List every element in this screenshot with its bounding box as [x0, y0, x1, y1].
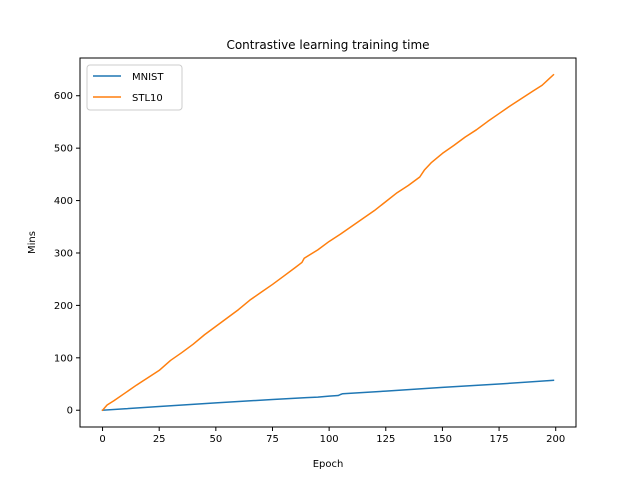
chart-title: Contrastive learning training time: [226, 38, 429, 52]
y-tick-label: 300: [54, 248, 73, 259]
y-tick-label: 200: [54, 301, 73, 312]
x-tick-label: 25: [153, 434, 166, 445]
y-axis-ticks: 0 100 200 300 400 500 600: [54, 91, 80, 417]
x-tick-label: 150: [433, 434, 452, 445]
y-tick-label: 600: [54, 91, 73, 102]
x-tick-label: 75: [266, 434, 279, 445]
x-tick-label: 0: [99, 434, 105, 445]
legend-label-stl10: STL10: [132, 93, 163, 104]
legend: MNIST STL10: [86, 64, 183, 111]
x-tick-label: 100: [320, 434, 339, 445]
x-tick-label: 175: [490, 434, 509, 445]
y-axis-label: Mins: [27, 231, 38, 254]
series-layer: [101, 73, 555, 412]
series-line-mnist: [101, 379, 555, 412]
y-tick-label: 0: [67, 406, 73, 417]
plot-frame: [79, 57, 577, 428]
series-line-stl10: [101, 73, 555, 412]
x-axis-label: Epoch: [313, 459, 344, 470]
y-tick-label: 100: [54, 353, 73, 364]
y-tick-label: 400: [54, 196, 73, 207]
legend-label-mnist: MNIST: [132, 72, 164, 83]
x-tick-label: 50: [209, 434, 222, 445]
x-axis-ticks: 0 25 50 75 100 125 150 175 200: [99, 427, 565, 445]
x-tick-label: 125: [376, 434, 395, 445]
x-tick-label: 200: [546, 434, 565, 445]
y-tick-label: 500: [54, 144, 73, 155]
